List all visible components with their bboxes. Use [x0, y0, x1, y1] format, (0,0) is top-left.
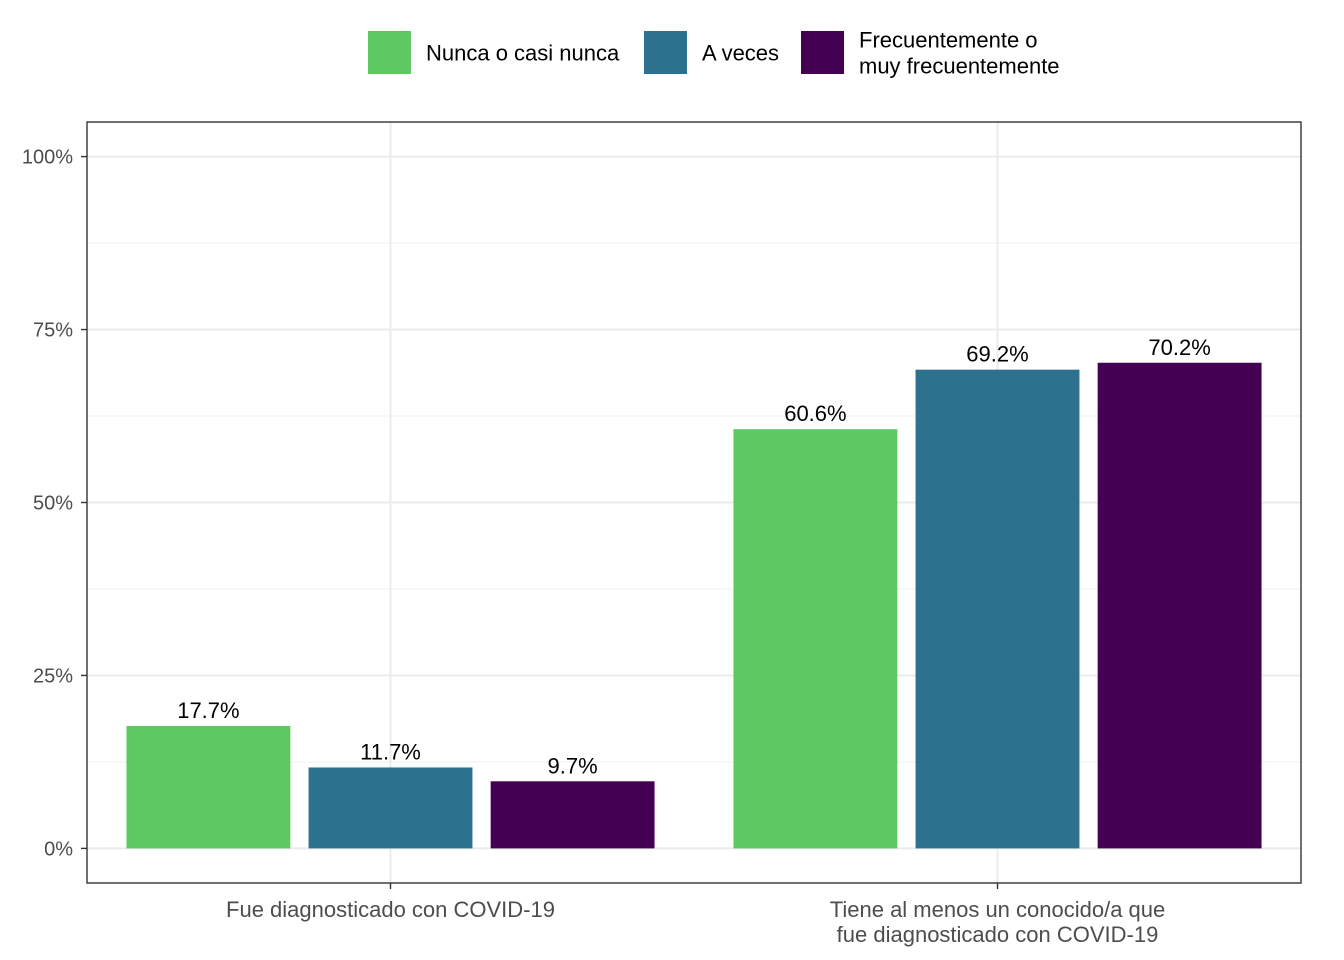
bar	[490, 781, 655, 849]
bar	[126, 725, 291, 849]
legend-label: Nunca o casi nunca	[426, 41, 620, 66]
data-label: 60.6%	[784, 401, 846, 426]
y-axis: 0% 25% 50% 75% 100%	[22, 147, 87, 860]
data-labels: 17.7% 60.6% 11.7% 69.2% 9.7% 70.2%	[177, 335, 1211, 779]
data-label: 9.7%	[548, 753, 598, 778]
legend-label: A veces	[702, 41, 779, 66]
legend: Nunca o casi nunca A veces Frecuentemente …	[368, 28, 1060, 79]
data-label: 11.7%	[360, 739, 421, 764]
x-axis: Fue diagnosticado con COVID-19 Tiene al m…	[226, 883, 1165, 947]
x-category-label: Fue diagnosticado con COVID-19	[226, 897, 555, 922]
y-tick-label: 100%	[22, 147, 73, 169]
bars	[126, 362, 1262, 849]
x-category-label: Tiene al menos un conocido/a que fue diag…	[830, 897, 1166, 947]
legend-key	[801, 31, 844, 74]
bar	[915, 369, 1080, 849]
legend-label: Frecuentemente o muy frecuentemente	[859, 28, 1060, 79]
y-tick-label: 0%	[44, 838, 73, 860]
data-label: 70.2%	[1148, 335, 1210, 360]
bar	[308, 767, 473, 849]
legend-key	[644, 31, 687, 74]
legend-key	[368, 31, 411, 74]
bar	[733, 429, 898, 849]
bar	[1097, 362, 1262, 849]
y-tick-label: 25%	[33, 665, 73, 687]
data-label: 17.7%	[177, 698, 239, 723]
y-tick-label: 75%	[33, 320, 73, 342]
y-tick-label: 50%	[33, 493, 73, 515]
data-label: 69.2%	[966, 342, 1028, 367]
